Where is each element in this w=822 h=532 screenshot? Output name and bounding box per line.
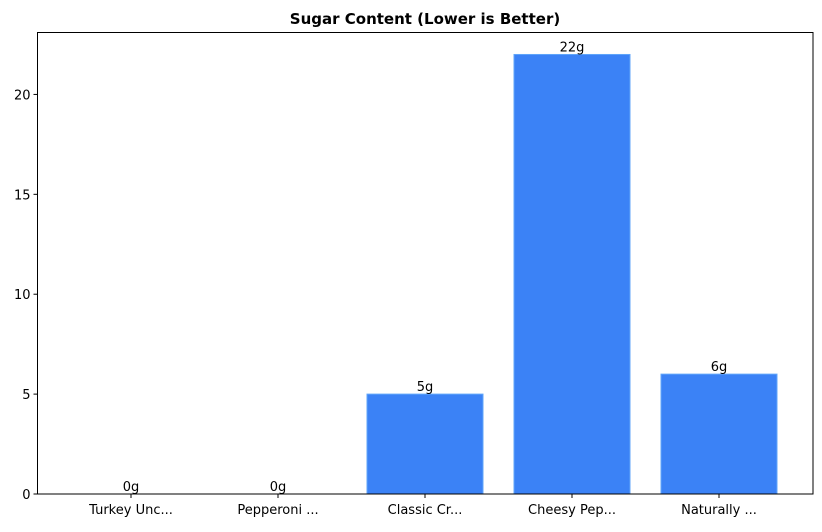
x-tick-label: Classic Cr...: [388, 503, 463, 518]
x-tick-label: Naturally ...: [681, 503, 757, 518]
x-tick-label: Cheesy Pep...: [528, 503, 616, 518]
bar: [513, 53, 631, 495]
data-label: 6g: [711, 360, 728, 375]
plot-frame: [37, 32, 814, 495]
data-label: 0g: [270, 480, 287, 495]
x-tick-label: Turkey Unc...: [88, 503, 173, 518]
bar: [660, 373, 778, 495]
chart-title: Sugar Content (Lower is Better): [290, 10, 560, 28]
y-tick-label: 5: [22, 388, 30, 403]
y-tick-label: 20: [14, 88, 31, 103]
data-label: 22g: [560, 40, 585, 55]
x-tick-label: Pepperoni ...: [237, 503, 318, 518]
y-tick-label: 10: [14, 288, 31, 303]
data-label: 5g: [417, 380, 434, 395]
bar: [366, 393, 484, 495]
y-tick-label: 15: [14, 188, 31, 203]
y-tick-label: 0: [22, 488, 30, 503]
data-label: 0g: [123, 480, 140, 495]
